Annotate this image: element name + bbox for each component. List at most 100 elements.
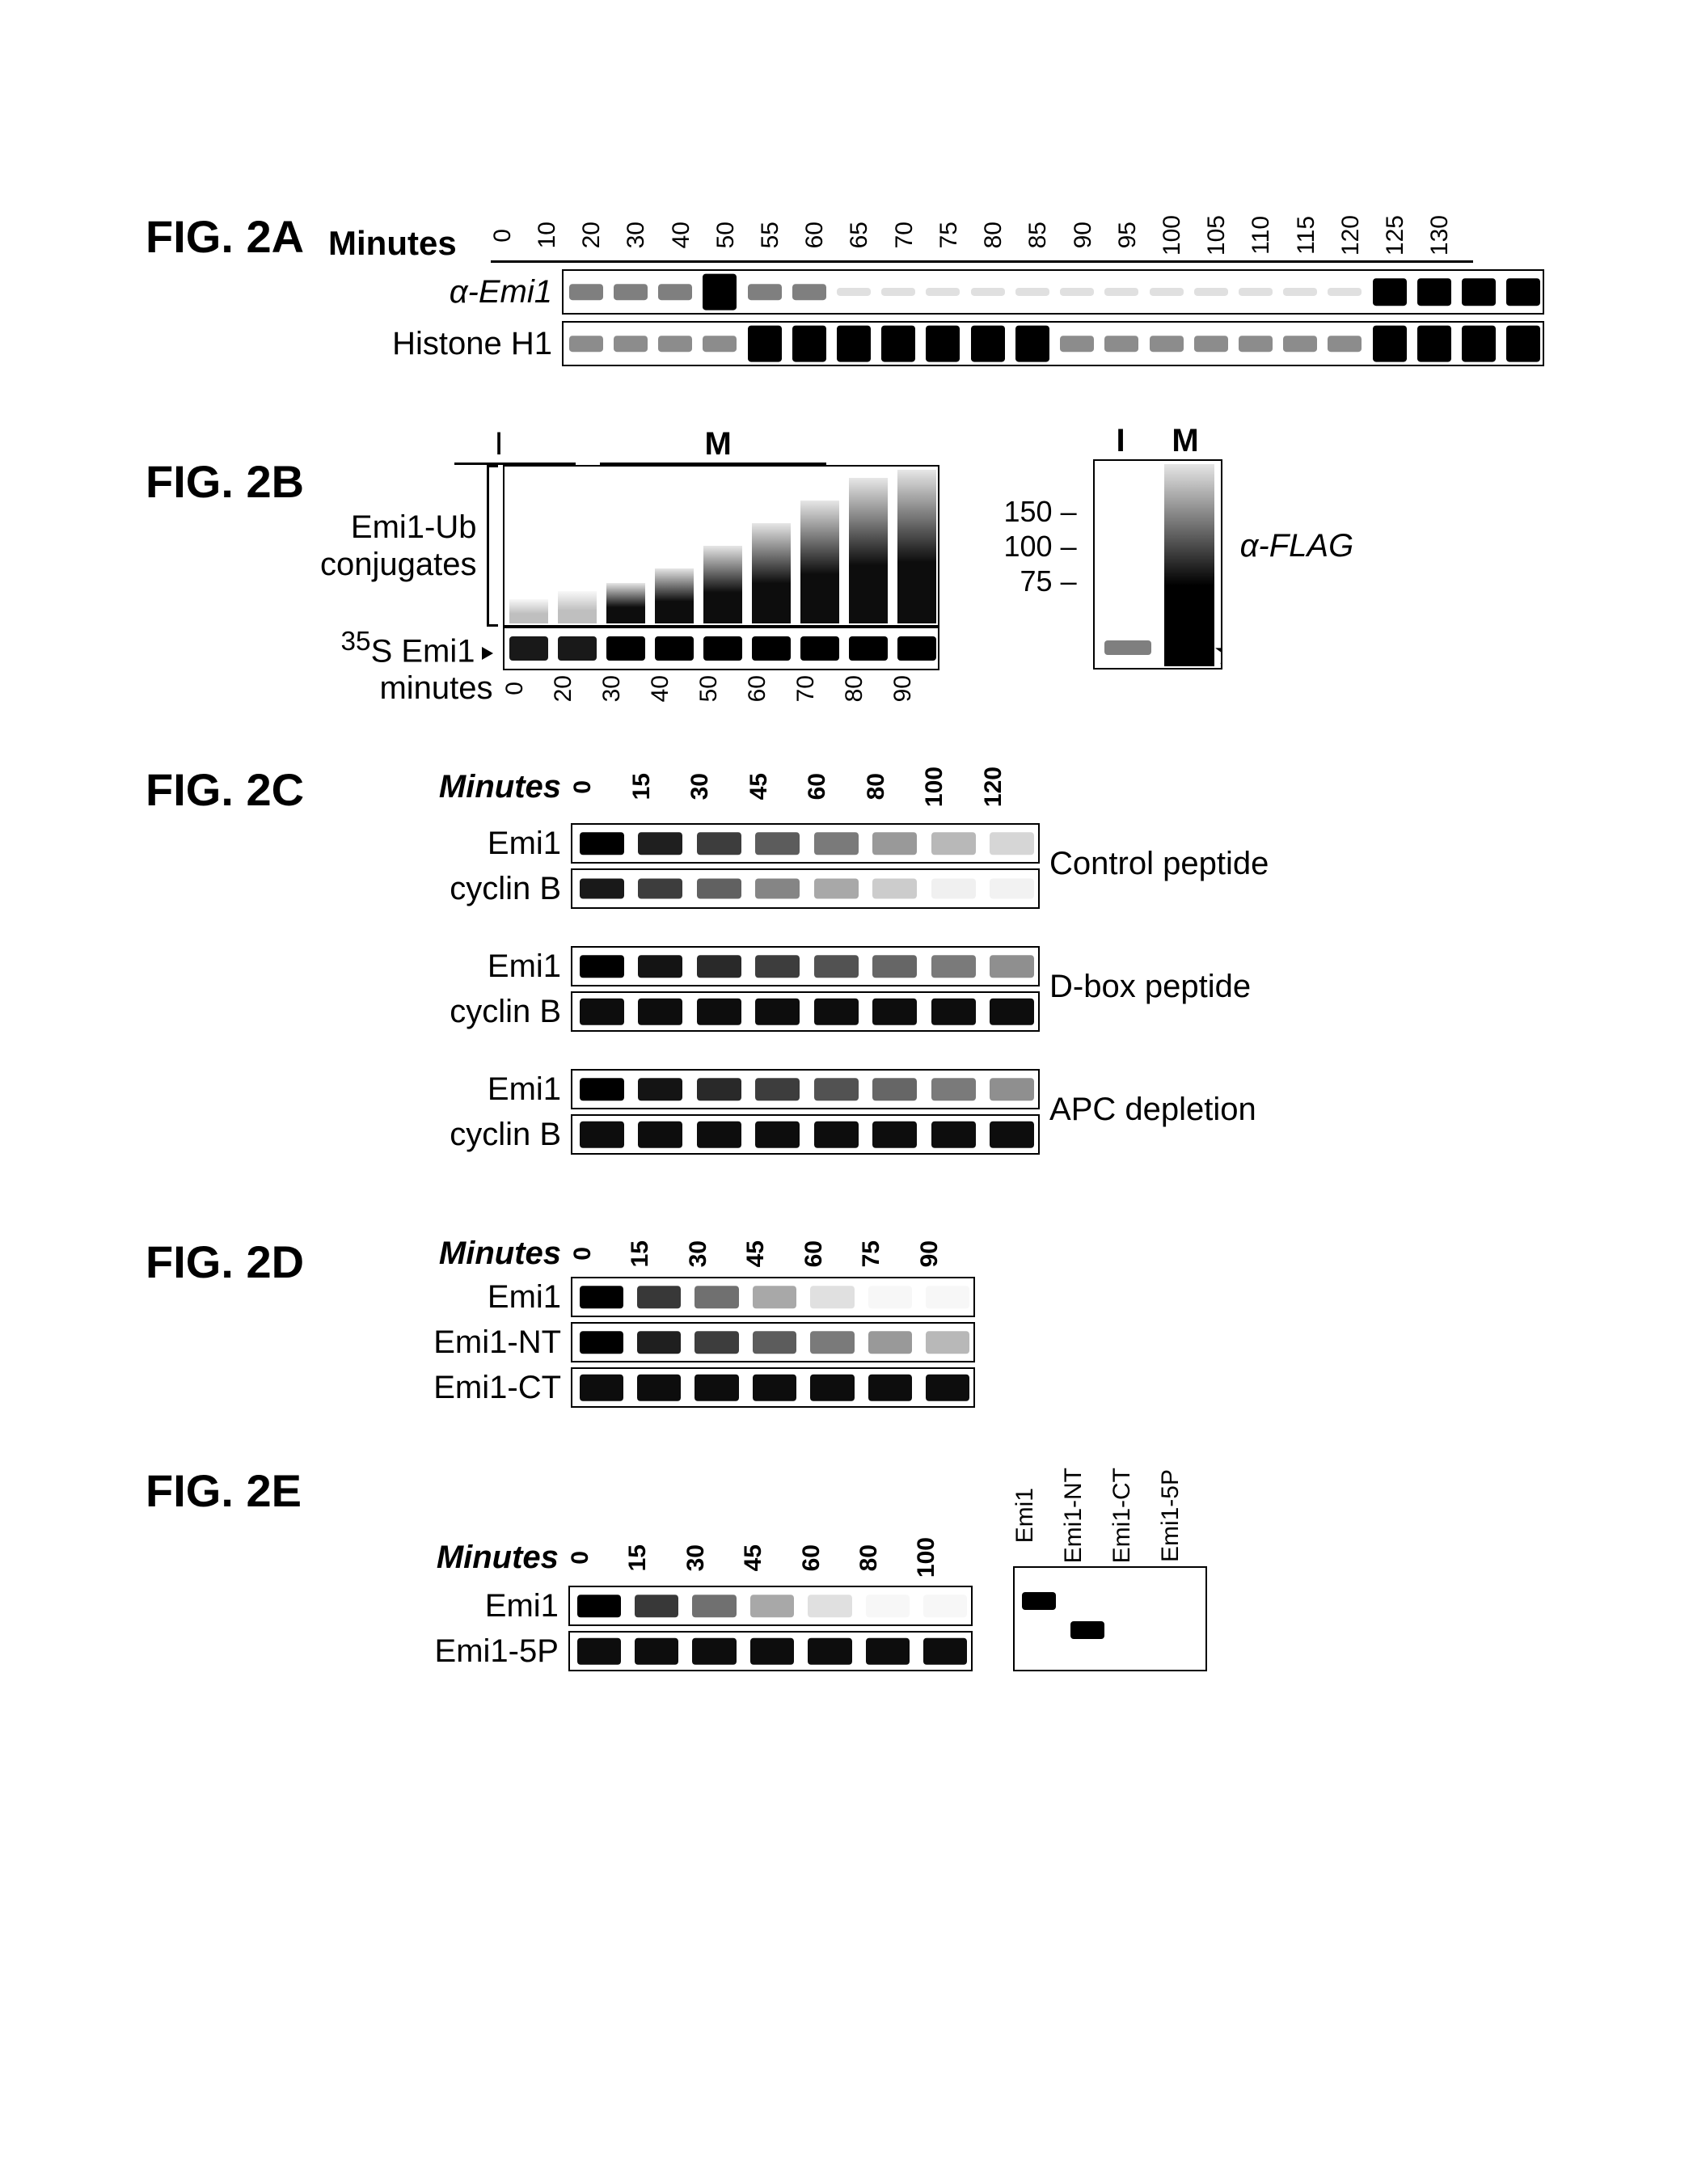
- row-label: Emi1: [350, 1588, 568, 1624]
- fig-2c-minutes-label: Minutes: [353, 769, 571, 805]
- fig-2a-tick-row: 0102030405055606570758085909510010511011…: [491, 212, 1473, 263]
- tick-label: 40: [648, 672, 697, 705]
- tick-label: 120: [982, 763, 1041, 810]
- tick-label: Emi1-5P: [1159, 1466, 1207, 1565]
- tick-label: 65: [847, 218, 892, 251]
- condition-label: APC depletion: [1040, 1092, 1256, 1128]
- fig-2b-mw-75: 75 –: [1004, 564, 1085, 598]
- fig-2d-label: FIG. 2D: [146, 1236, 304, 1288]
- fig-2b-right-header-m: M: [1172, 423, 1198, 459]
- fig-2b-s35-label: 35S Emi1: [341, 627, 503, 670]
- fig-2b-mw-150: 150 –: [1004, 494, 1085, 529]
- fig-2a-label: FIG. 2A: [146, 210, 304, 263]
- row-label: α-Emi1: [146, 274, 562, 310]
- gel-lane: [571, 1322, 975, 1362]
- tick-label: 20: [551, 672, 600, 705]
- tick-label: 80: [982, 218, 1026, 251]
- tick-label: 115: [1294, 213, 1339, 258]
- row-label: Histone H1: [146, 326, 562, 362]
- tick-label: 75: [937, 218, 982, 251]
- condition-label: D-box peptide: [1040, 969, 1251, 1005]
- tick-label: 0: [571, 777, 630, 797]
- tick-label: 50: [714, 218, 758, 251]
- tick-label: 15: [628, 1237, 686, 1270]
- fig-2a-rows: α-Emi1 Histone H1: [146, 269, 1572, 366]
- tick-label: 0: [503, 678, 551, 699]
- fig-2d: FIG. 2D Minutes0153045607590Emi1Emi1-NTE…: [146, 1236, 1572, 1408]
- tick-label: 125: [1383, 212, 1428, 259]
- fig-2b-star-icon: ★: [1213, 632, 1222, 670]
- tick-label: 55: [758, 218, 803, 251]
- tick-label: 100: [914, 1534, 972, 1581]
- tick-label: 80: [842, 672, 891, 705]
- tick-label: 80: [864, 770, 923, 803]
- fig-2b-tick-row: 02030405060708090: [503, 672, 939, 705]
- gel-lane: [571, 946, 1040, 986]
- fig-2e-body: Minutes01530456080100Emi1Emi1-5P: [350, 1534, 973, 1671]
- tick-label: 130: [1428, 212, 1472, 259]
- tick-label: 75: [859, 1237, 917, 1270]
- tick-label: Emi1: [1013, 1485, 1062, 1546]
- fig-2c: FIG. 2C Minutes01530456080100120Emi1cycl…: [146, 763, 1572, 1179]
- tick-label: 90: [1071, 218, 1116, 251]
- fig-2b-aflag-label: α-FLAG: [1231, 528, 1354, 564]
- tick-label: 30: [688, 770, 747, 803]
- fig-2e: FIG. 2E Minutes01530456080100Emi1Emi1-5P…: [146, 1464, 1572, 1671]
- row-label: cyclin B: [353, 994, 571, 1030]
- fig-2e-side-panel: Emi1Emi1-NTEmi1-CTEmi1-5P: [1013, 1464, 1207, 1671]
- tick-label: 15: [626, 1541, 683, 1574]
- fig-2b-conjugates-label: Emi1-Ub conjugates: [320, 509, 486, 583]
- tick-label: 20: [580, 218, 624, 251]
- tick-label: 60: [803, 218, 847, 251]
- tick-label: 60: [802, 1237, 859, 1270]
- fig-2c-body: Minutes01530456080100120Emi1cyclin BCont…: [353, 763, 1269, 1179]
- tick-label: 120: [1339, 212, 1383, 259]
- tick-label: 45: [741, 1541, 799, 1574]
- tick-label: 0: [571, 1244, 628, 1264]
- fig-2b-s35-lane: [503, 627, 939, 670]
- tick-label: 0: [491, 226, 535, 246]
- row-label: Emi1: [353, 1279, 571, 1316]
- fig-2b-minutes-label: minutes: [379, 670, 502, 707]
- gel-lane: [568, 1631, 973, 1671]
- gel-lane: [571, 1277, 975, 1317]
- tick-label: 105: [1205, 212, 1249, 259]
- gel-lane: [571, 1367, 975, 1408]
- tick-label: Emi1-CT: [1110, 1464, 1159, 1566]
- tick-label: 10: [535, 218, 580, 251]
- gel-lane: [571, 1069, 1040, 1109]
- fig-2b-mw-100: 100 –: [1004, 529, 1085, 564]
- fig-2b-phase-i: I: [495, 426, 504, 463]
- fig-2e-minutes-label: Minutes: [350, 1540, 568, 1576]
- fig-2b-phase-m: M: [705, 426, 732, 463]
- tick-label: Emi1-NT: [1062, 1464, 1110, 1566]
- fig-2e-side-ticks: Emi1Emi1-NTEmi1-CTEmi1-5P: [1013, 1464, 1207, 1566]
- tick-label: 90: [891, 672, 939, 705]
- tick-label: 90: [918, 1237, 975, 1270]
- fig-2a-minutes-label: Minutes: [328, 224, 467, 263]
- tick-label: 15: [630, 770, 689, 803]
- tick-label: 70: [794, 672, 842, 705]
- fig-2e-label: FIG. 2E: [146, 1464, 302, 1517]
- tick-label: 85: [1026, 218, 1070, 251]
- tick-label: 30: [600, 672, 648, 705]
- row-label: Emi1: [353, 948, 571, 985]
- row-label: cyclin B: [353, 871, 571, 907]
- tick-label: 60: [805, 770, 864, 803]
- tick-label: 50: [697, 672, 745, 705]
- tick-label: 45: [747, 770, 806, 803]
- row-label: Emi1-CT: [353, 1370, 571, 1406]
- tick-label: 40: [669, 218, 714, 251]
- gel-lane: [568, 1586, 973, 1626]
- fig-2b-right-header-i: I: [1116, 423, 1125, 459]
- fig-2b-bracket: [487, 465, 498, 627]
- fig-2b-label: FIG. 2B: [146, 455, 304, 508]
- gel-lane: [562, 321, 1544, 366]
- tick-label: 30: [624, 218, 669, 251]
- fig-2c-label: FIG. 2C: [146, 763, 304, 816]
- gel-lane: [562, 269, 1544, 315]
- tick-label: 95: [1116, 218, 1160, 251]
- fig-2b-ub-lane: [503, 465, 939, 627]
- tick-label: 0: [568, 1548, 626, 1568]
- gel-lane: [571, 868, 1040, 909]
